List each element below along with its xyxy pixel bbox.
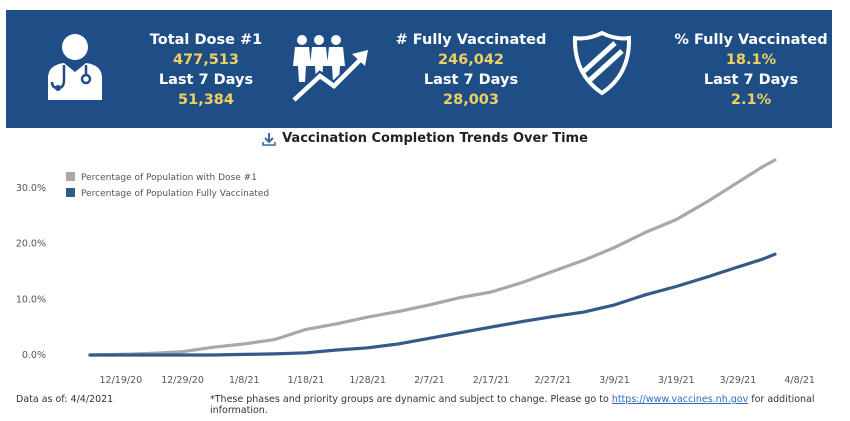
- pct-label: % Fully Vaccinated: [674, 32, 828, 48]
- legend-label-2: Percentage of Population Fully Vaccinate…: [81, 189, 269, 199]
- shield-icon: [572, 30, 632, 96]
- fully-value: 246,042: [437, 52, 505, 68]
- legend-swatch-2: [66, 188, 75, 197]
- dose1-label: Total Dose #1: [149, 32, 263, 48]
- series-line-1: [88, 158, 777, 357]
- dose1-last7-label: Last 7 Days: [158, 72, 254, 88]
- legend-swatch-1: [66, 172, 75, 181]
- y-tick-label: 10.0%: [16, 294, 46, 305]
- pct-last7-label: Last 7 Days: [703, 72, 799, 88]
- x-tick-label: 12/29/20: [161, 375, 204, 386]
- fully-last7-label: Last 7 Days: [423, 72, 519, 88]
- x-tick-label: 2/7/21: [414, 375, 445, 386]
- x-tick-label: 2/17/21: [473, 375, 510, 386]
- x-tick-label: 3/19/21: [658, 375, 695, 386]
- vaccines-link[interactable]: https://www.vaccines.nh.gov: [611, 394, 749, 405]
- y-tick-label: 0.0%: [22, 350, 46, 361]
- series-line-2: [88, 252, 777, 357]
- line-chart: 0.0% 10.0% 20.0% 30.0% 12/19/20 12/29/20 1/8/2…: [16, 158, 815, 386]
- data-as-of: Data as of: 4/4/2021: [16, 394, 114, 405]
- dose1-last7-value: 51,384: [178, 92, 234, 108]
- people-trend-icon: [290, 35, 368, 102]
- dose1-value: 477,513: [172, 52, 240, 68]
- x-tick-label: 3/29/21: [720, 375, 757, 386]
- x-tick-label: 1/8/21: [229, 375, 260, 386]
- y-tick-label: 20.0%: [16, 239, 46, 250]
- footer-note-end: for additional information.: [210, 394, 815, 416]
- download-icon[interactable]: [262, 132, 276, 146]
- y-tick-label: 30.0%: [16, 183, 46, 194]
- chart-title-text: Vaccination Completion Trends Over Time: [282, 131, 588, 146]
- fully-label: # Fully Vaccinated: [395, 32, 547, 48]
- fully-stat: # Fully Vaccinated 246,042 Last 7 Days 2…: [391, 30, 551, 110]
- x-tick-label: 3/9/21: [599, 375, 630, 386]
- chart-title: Vaccination Completion Trends Over Time: [0, 131, 850, 146]
- x-tick-label: 1/18/21: [288, 375, 325, 386]
- doctor-icon: [48, 34, 102, 100]
- legend-label-1: Percentage of Population with Dose #1: [81, 173, 257, 183]
- footer-note: *These phases and priority groups are dy…: [210, 394, 850, 416]
- summary-banner: Total Dose #1 477,513 Last 7 Days 51,384…: [6, 10, 832, 128]
- pct-stat: % Fully Vaccinated 18.1% Last 7 Days 2.1…: [671, 30, 831, 110]
- dose1-stat: Total Dose #1 477,513 Last 7 Days 51,384: [136, 30, 276, 110]
- pct-last7-value: 2.1%: [730, 92, 772, 108]
- x-tick-label: 2/27/21: [535, 375, 572, 386]
- fully-last7-value: 28,003: [443, 92, 499, 108]
- x-tick-label: 1/28/21: [349, 375, 386, 386]
- x-tick-label: 4/8/21: [784, 375, 815, 386]
- footer-note-start: *These phases and priority groups are dy…: [210, 394, 612, 405]
- pct-value: 18.1%: [725, 52, 777, 68]
- x-tick-label: 12/19/20: [100, 375, 143, 386]
